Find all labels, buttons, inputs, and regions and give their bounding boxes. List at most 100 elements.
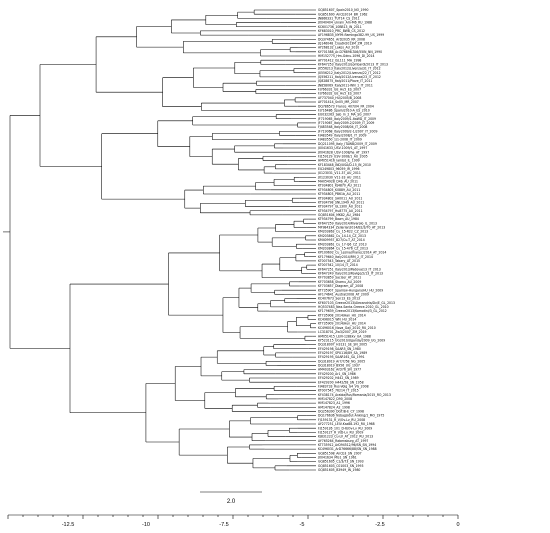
tip-label: KT934797_GL1300_AU_2011 [318, 205, 362, 209]
tip-label: HM051415_LEIV-128Ekv_UA_1988 [318, 334, 371, 338]
axis-tick-label: 0 [456, 522, 459, 528]
tip-label: MH054928_D4b_AU_2011 [318, 180, 358, 184]
tip-label: DQ318019_B956_UG_1937 [318, 364, 360, 368]
tip-label: GQ851598_AnCb3_SN_2007 [318, 451, 362, 455]
tip-label: HM147823_A1_1996 [318, 401, 350, 405]
tip-label: FJ483550_1/1-2008_IT_2009 [318, 138, 362, 142]
tip-label: EF429200_Ar1_SN_1986 [318, 372, 356, 376]
tip-label: AM403162_ArD76_SN_1977 [318, 368, 361, 372]
axis-tick-label: -7.5 [219, 522, 228, 528]
tip-label: GQ851604_MK82_AU_1984 [318, 213, 360, 217]
tip-label: KC496031_ArD76666/88/SN_SN_1988 [318, 447, 377, 451]
tip-label: AY701414_Sn05_MR_2007 [318, 100, 359, 104]
tip-label: FJ159126_101_D-6/Ov-Lv_RU_2009 [318, 426, 372, 430]
tip-label: KT934798_SNL1949_AU_2011 [318, 200, 364, 204]
tip-label: MF984334_Zeliarian2014/B2/3/70_AT_2013 [318, 226, 385, 230]
tip-label: AF737040_HU/2005/B_2008 [318, 96, 361, 100]
tip-label: JF719067_Italy2009-2/2009_IT_2009 [317, 121, 374, 125]
tip-label: KF647253_Italy2013/Lombardi/2013_IT_2013 [318, 62, 388, 66]
tip-label: HQ537483_Nea-Santa-Greece-2010_GL_2010 [318, 305, 389, 309]
tip-label: EF429198_SAAR5_SN_1980 [318, 347, 361, 351]
tip-label: DQ374651_ArD2035_KR_2008 [318, 37, 365, 41]
tip-label: DQ211095_Italy_ITAWB/2009_IT_2009 [318, 142, 377, 146]
tip-label: JQ828875_Italy2011/Piave_IT_2011 [317, 79, 372, 83]
tip-label: HM152775_Hm-Gdnu-1096_DI_2014 [318, 54, 374, 58]
tip-label: JX041634_MG1_SN_1961 [317, 456, 357, 460]
tip-label: KM203863_Cu_15-R22_CZ_2013 [318, 230, 368, 234]
tip-label: KY701588_Ar-D76898-TA6/55IN_NN_1990 [318, 50, 382, 54]
tip-label: DQ786573_France_407/04_FR_2004 [318, 104, 374, 108]
tip-label: FJ483733_Rus-Volg_G4_VG_2008 [318, 384, 369, 388]
tip-label: FJ716486_Spain/2010-A_ES_2010 [318, 108, 370, 112]
tip-label: KT007543_Tabary_AT_2015 [318, 259, 360, 263]
tip-label: EF429200_H442/58_SN_1958 [318, 380, 364, 384]
tip-label: KF647249_Italy2013/Rovigo/2/13_IT_2013 [318, 272, 383, 276]
tip-label: HM147824_A2_1998 [318, 405, 350, 409]
tip-label: FJ483549_Italy/2008/1_IT_2009 [318, 134, 366, 138]
tip-label: GQ851605_C1/3/73_SN_1993 [318, 460, 364, 464]
tip-label: KT934801_KJ4870_AU_2011 [318, 184, 361, 188]
tip-label: KF683010_PRC_BWB_CS_2012 [318, 29, 365, 33]
tip-label: DQ176636_Nsbagsidut-Anking/1_MO_1975 [318, 414, 384, 418]
tip-label: JX041633_USV-1009/1_AT_1997 [317, 146, 367, 150]
tip-label: KT934803_PB61b_AU_2011 [318, 192, 360, 196]
scale-bar-label: 2.0 [227, 499, 236, 505]
tip-label: FJ159127_R_V/D-Lv_RU_2009 [318, 430, 363, 434]
tip-label: KT934799_Bawn_AU_1984 [318, 217, 359, 221]
tip-label: GQ851603_C01003_SN_1993 [318, 464, 363, 468]
tip-label: JX123030_V11-33_AU_2011 [317, 175, 361, 179]
axis-tick-label: -10 [142, 522, 150, 528]
tip-label: EU032263_Sab_In_2_MA_SG_2007 [318, 113, 371, 117]
tip-label: KF179639_Greece2013/Komotini/3_GL_2012 [318, 309, 387, 313]
tip-label: FJ159129_USV-1008/1_AU_2005 [318, 154, 368, 158]
tip-label: KT735908_2014/Han_HU_2014 [318, 313, 366, 317]
tip-label: JF719068_Italy2009/2-1/2007_IT_2009 [317, 129, 377, 133]
tip-label: KT934797_Hu8775_AU_2011 [318, 209, 363, 213]
tip-label: AF174641_Austral2008_AT_2009 [318, 292, 369, 296]
tip-label: KM203862_Cu_14-14_CZ_2013 [318, 234, 366, 238]
tip-label: AY277251_LEIV-Kaz88-192_RU_1968 [318, 422, 375, 426]
tip-label: JQ146048_CroatH2013M_ZM_2019 [317, 42, 372, 46]
tip-label: AY765264_Rabensburg_AT_1997 [318, 439, 368, 443]
tip-label: EF429195_SAAR161_SA_1991 [318, 355, 365, 359]
tip-label: DQ318019_Ar7/7/58_NG_2005 [318, 359, 365, 363]
axis-tick-label: -12.5 [62, 522, 75, 528]
tip-label: KF607103_Greece2013/Alexandria/Dv/E_GL_2… [318, 301, 395, 305]
tip-label: EF429202_H442_SN_1989 [318, 376, 359, 380]
tip-label: KM203864_Cu_15-476_CZ_2013 [318, 246, 368, 250]
tip-label: GQ851605_B3949_IN_1980 [318, 468, 360, 472]
tip-label: KM203861_Cu_17-Q6_CZ_2013 [318, 242, 367, 246]
time-axis: -12.5 -10 -7.5 -5 -2.5 0 [7, 514, 460, 528]
tip-label: LC318701_Zw3/2007_ZM_2019 [318, 330, 367, 334]
tip-label: KT007545_76214_IT_2015 [318, 389, 359, 393]
tip-label: KC601736_10BB13_IN_2011 [318, 25, 362, 29]
tip-label: JX556213_Italy2012/Livenza/31_IT_2012 [317, 67, 381, 71]
tree-branches [3, 9, 316, 471]
tip-label: JX123031_V11-37_AU_2011 [317, 171, 361, 175]
tip-label: DQ318007_H3131_SE_SN_2005 [318, 343, 367, 347]
tip-labels: GQ851607_Spain2010_NO_1990GQ851600_AnCb2… [317, 8, 395, 472]
scale-bar: 2.0 [200, 491, 262, 505]
tip-label: HM051416_lambd_IL_1999 [318, 159, 360, 163]
tip-label: KF703658_Shamu_AU_2009 [318, 280, 361, 284]
tip-label: KF438174_Arabia/Rus/Romania/2015_RO_2013 [318, 393, 391, 397]
tip-label: EF429197_SPU116/89_SA_1989 [318, 351, 367, 355]
tip-label: JN858069_Italy2011-WN_1_IT_2011 [317, 83, 373, 87]
tip-label: JX041628_USV-1008/ha_AT_1997 [317, 150, 369, 154]
tip-label: KF647251_Italy2013/Padova/13_IT_2013 [318, 267, 381, 271]
tip-label: FJ483548_Italy2008/04_IT_2008 [318, 125, 367, 129]
tip-label: JQ556211_Italy2012/Livenza/23_IT_2012 [317, 75, 381, 79]
tip-label: KJ831223_Cu-LV_AT_2012_RU_2013 [318, 435, 373, 439]
tip-label: KT735907_Sparrow-Hungary/HU_HU_2009 [318, 288, 383, 292]
tip-label: KF703859_Saciser_AT_2011 [318, 276, 361, 280]
tip-label: JN866331_TUT14_CS_2011 [317, 16, 360, 20]
tip-label: FJ766332_GE_Hu5_ES_2007 [318, 92, 361, 96]
tip-label: AY268132_Lakos_AU_2010 [318, 46, 359, 50]
tip-label: KM409957_B27/Cu-T_AT_2014 [318, 238, 365, 242]
tip-label: FJ159131_R_V/Ov-Lv_RU_2008 [318, 418, 365, 422]
tip-label: KT934805_K0889_AU_2011 [318, 188, 360, 192]
tip-label: AY701412_ISL111_MA_1998 [318, 58, 361, 62]
tip-label: KC407673_Sen13_ES_2013 [318, 297, 360, 301]
